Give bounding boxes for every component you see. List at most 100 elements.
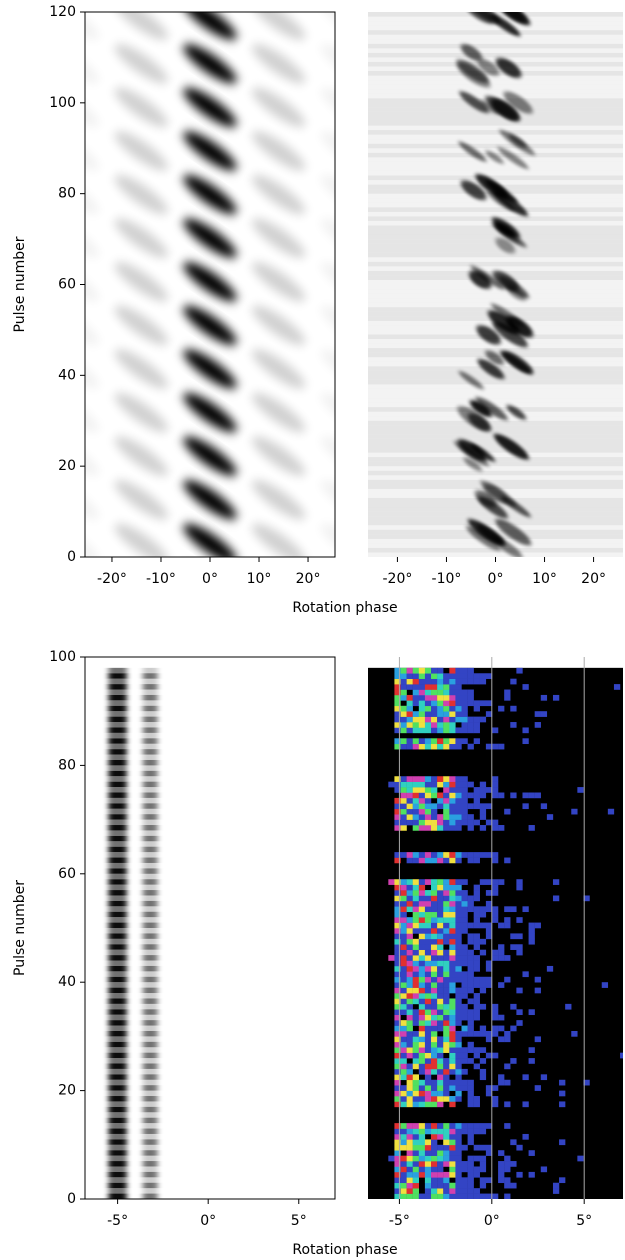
- cell: [431, 900, 438, 907]
- cell: [412, 678, 419, 685]
- stripe: [142, 792, 158, 798]
- cell: [388, 955, 395, 961]
- cell: [473, 1096, 480, 1102]
- drift-band: [453, 441, 490, 467]
- drift-band: [468, 413, 491, 432]
- cell: [406, 1020, 413, 1026]
- cell: [479, 1193, 487, 1199]
- stripe: [108, 727, 127, 733]
- cell: [424, 928, 432, 934]
- cell: [437, 1096, 444, 1102]
- cell: [583, 1079, 590, 1086]
- cell: [491, 1003, 499, 1010]
- cell: [455, 852, 462, 858]
- cell: [412, 792, 419, 799]
- cell: [412, 797, 419, 804]
- cell: [400, 900, 407, 907]
- stripe: [142, 868, 158, 874]
- cell: [498, 1171, 505, 1178]
- cell: [431, 808, 438, 815]
- cell: [449, 673, 456, 679]
- cell: [406, 743, 413, 750]
- cell: [406, 1161, 413, 1167]
- cell: [412, 1074, 419, 1081]
- cell: [424, 792, 432, 799]
- drift-band: [251, 43, 306, 84]
- cell: [443, 1133, 450, 1140]
- cell: [461, 922, 468, 929]
- cell: [443, 928, 450, 934]
- cell: [431, 976, 438, 983]
- cell: [394, 738, 401, 745]
- cell: [424, 1063, 432, 1070]
- cell: [437, 852, 444, 858]
- noise-row: [368, 257, 623, 262]
- cell: [437, 1182, 444, 1189]
- cell: [424, 987, 432, 994]
- cell: [431, 933, 438, 940]
- cell: [437, 965, 444, 972]
- cell: [443, 678, 450, 685]
- cell: [418, 917, 426, 923]
- cell: [485, 700, 493, 707]
- cell: [461, 705, 468, 712]
- cell: [431, 825, 438, 831]
- cell: [491, 792, 499, 799]
- cell: [461, 781, 468, 788]
- cell: [400, 825, 407, 831]
- cell: [455, 1036, 462, 1043]
- stripe: [108, 743, 127, 750]
- cell: [467, 976, 474, 983]
- cell: [473, 727, 480, 734]
- stripe: [142, 797, 158, 804]
- cell: [498, 944, 505, 950]
- cell: [406, 928, 413, 934]
- x-tick-label: 20°: [581, 571, 606, 587]
- noise-row: [368, 230, 623, 235]
- stripe: [108, 928, 127, 934]
- cell: [473, 678, 480, 685]
- cell: [400, 949, 407, 956]
- stripe: [108, 1003, 127, 1010]
- stripe: [108, 825, 127, 831]
- cell: [424, 890, 432, 896]
- drift-band: [470, 265, 505, 290]
- noise-row: [368, 89, 623, 94]
- cell: [473, 852, 480, 858]
- cell: [510, 906, 517, 913]
- cell: [412, 1133, 419, 1140]
- cell: [431, 955, 438, 961]
- cell: [528, 792, 535, 799]
- cell: [418, 993, 426, 999]
- drift-band: [85, 174, 100, 215]
- cell: [400, 1123, 407, 1129]
- cell: [431, 1063, 438, 1070]
- cell: [479, 825, 487, 831]
- cell: [394, 884, 401, 891]
- cell: [424, 982, 432, 988]
- cell: [437, 1003, 444, 1010]
- cell: [424, 738, 432, 745]
- noise-row: [368, 475, 623, 480]
- cell: [424, 776, 432, 782]
- cell: [461, 1128, 468, 1135]
- cell: [443, 1014, 450, 1021]
- cell: [418, 1030, 426, 1037]
- cell: [461, 808, 468, 815]
- noise-row: [368, 43, 623, 49]
- axes-frame: [84, 656, 336, 1200]
- cell: [437, 694, 444, 701]
- cell: [406, 998, 413, 1005]
- cell: [528, 933, 535, 940]
- drift-band: [468, 518, 505, 546]
- cell: [491, 917, 499, 923]
- cell: [516, 917, 523, 923]
- drift-band: [251, 131, 306, 171]
- drift-band: [320, 305, 335, 346]
- cell: [418, 711, 426, 717]
- cell: [516, 1144, 523, 1151]
- stripe: [142, 1058, 158, 1064]
- cell: [455, 879, 462, 885]
- noise-row: [368, 248, 623, 253]
- cell: [394, 928, 401, 934]
